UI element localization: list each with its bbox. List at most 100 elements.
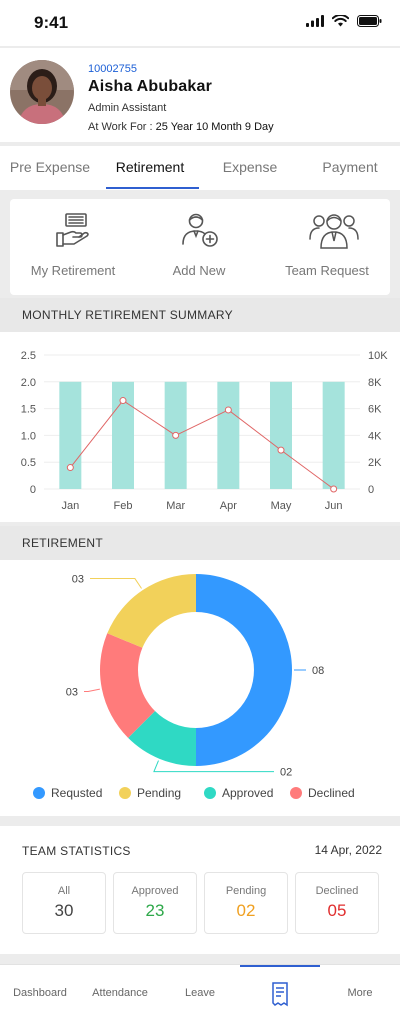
donut-slice — [100, 633, 155, 738]
donut-value-label: 03 — [72, 574, 84, 586]
y-left-tick-label: 0 — [30, 484, 36, 496]
line-point — [224, 406, 232, 414]
avatar[interactable] — [10, 60, 74, 124]
y-right-tick-label: 0 — [368, 484, 374, 496]
donut-leader-line — [84, 688, 100, 692]
legend-requested: Requsted — [33, 786, 102, 800]
x-tick-label: May — [271, 500, 292, 512]
line-point — [66, 464, 74, 472]
employee-role: Admin Assistant — [88, 102, 167, 114]
bar — [322, 381, 345, 489]
line-point — [330, 485, 338, 493]
employee-id: 10002755 — [88, 63, 137, 75]
donut-value-label: 02 — [280, 767, 292, 779]
x-tick-label: Jun — [325, 500, 343, 512]
legend-approved-label: Approved — [222, 786, 274, 800]
team-statistics-title: TEAM STATISTICS — [22, 844, 131, 858]
y-left-tick-label: 2.5 — [21, 350, 36, 362]
active-tab-indicator — [106, 187, 199, 189]
stat-pending-value: 02 — [236, 901, 256, 920]
retirement-donut-chart: 08 02 03 03 — [66, 574, 325, 779]
donut-slice — [107, 574, 196, 648]
stat-pending-label: Pending — [225, 885, 267, 897]
line-point — [277, 446, 285, 454]
stat-declined-value: 05 — [327, 901, 347, 920]
stat-all-label: All — [57, 885, 71, 897]
my-retirement-button[interactable]: My Retirement — [10, 199, 136, 295]
y-left-tick-label: 2.0 — [21, 377, 36, 389]
donut-slice — [128, 711, 196, 766]
nav-expense[interactable] — [240, 981, 320, 1010]
retirement-heading: RETIREMENT — [0, 526, 400, 560]
team-request-button[interactable]: Team Request — [264, 199, 390, 295]
donut-leader-line — [90, 578, 142, 589]
status-bar: 9:41 — [0, 0, 400, 46]
my-retirement-label: My Retirement — [30, 263, 116, 278]
y-right-tick-label: 10K — [368, 350, 388, 362]
nav-leave[interactable]: Leave — [185, 987, 215, 999]
y-left-tick-label: 1.5 — [21, 404, 36, 416]
bar — [217, 381, 240, 489]
legend-approved: Approved — [204, 786, 273, 800]
bar — [270, 381, 292, 489]
donut-value-label: 03 — [66, 686, 78, 698]
stat-declined[interactable]: Declined 05 — [295, 872, 379, 934]
work-duration-value: 25 Year 10 Month 9 Day — [155, 121, 274, 133]
battery-icon — [357, 15, 382, 27]
team-icon — [309, 214, 359, 249]
stat-approved-value: 23 — [145, 901, 165, 920]
add-new-label: Add New — [172, 263, 226, 278]
legend-pending-label: Pending — [137, 786, 182, 800]
donut-value-label: 08 — [312, 665, 324, 677]
x-tick-label: Feb — [114, 500, 133, 512]
retirement-chart-card: 08 02 03 03 Requsted Pending Approved Decli… — [0, 560, 400, 816]
nav-more[interactable]: More — [347, 987, 373, 999]
legend-declined: Declined — [290, 786, 355, 800]
y-right-tick-label: 2K — [368, 457, 382, 469]
profile-card: 10002755 Aisha Abubakar Admin Assistant … — [0, 48, 400, 142]
legend-pending-icon — [119, 787, 131, 799]
work-duration-label: At Work For : — [88, 121, 156, 133]
signal-icon — [306, 15, 324, 27]
bar — [59, 381, 82, 489]
legend-declined-icon — [290, 787, 302, 799]
x-tick-label: Mar — [166, 500, 185, 512]
tab-expense[interactable]: Expense — [222, 159, 278, 175]
legend-approved-icon — [204, 787, 216, 799]
nav-dashboard[interactable]: Dashboard — [13, 987, 67, 999]
donut-slice — [196, 574, 292, 766]
legend-requested-icon — [33, 787, 45, 799]
line-point — [172, 431, 180, 439]
team-request-label: Team Request — [285, 263, 369, 278]
retirement-actions: My Retirement Add New Team Request — [10, 199, 390, 295]
status-time: 9:41 — [34, 13, 69, 32]
stat-all[interactable]: All 30 — [22, 872, 106, 934]
nav-active-indicator — [240, 965, 320, 967]
team-statistics-card: TEAM STATISTICS 14 Apr, 2022 All 30 Appr… — [0, 826, 400, 954]
tab-payment[interactable]: Payment — [322, 159, 378, 175]
y-left-tick-label: 0.5 — [21, 457, 36, 469]
tab-retirement[interactable]: Retirement — [115, 159, 185, 175]
add-new-button[interactable]: Add New — [136, 199, 262, 295]
y-left-tick-label: 1.0 — [21, 430, 36, 442]
nav-attendance[interactable]: Attendance — [92, 987, 148, 999]
legend-declined-label: Declined — [308, 786, 355, 800]
line-point — [119, 397, 127, 405]
status-icons — [306, 15, 382, 27]
work-duration: At Work For : 25 Year 10 Month 9 Day — [88, 121, 274, 133]
hand-money-icon — [56, 213, 89, 247]
legend-pending: Pending — [119, 786, 181, 800]
tab-pre-expense[interactable]: Pre Expense — [9, 159, 91, 175]
stat-all-value: 30 — [54, 901, 74, 920]
receipt-icon — [272, 982, 288, 1007]
wifi-icon — [332, 15, 349, 27]
x-tick-label: Jan — [61, 500, 79, 512]
legend-requested-label: Requsted — [51, 786, 103, 800]
x-tick-label: Apr — [220, 500, 237, 512]
monthly-summary-heading: MONTHLY RETIREMENT SUMMARY — [0, 298, 400, 332]
stat-pending[interactable]: Pending 02 — [204, 872, 288, 934]
stat-approved-label: Approved — [131, 885, 179, 897]
bar-line-chart: 0 0.5 1.0 1.5 2.0 2.5 0 2K 4K 6K 8K 10K Jan Feb Mar Apr… — [21, 350, 389, 512]
stat-approved[interactable]: Approved 23 — [113, 872, 197, 934]
tab-bar: Pre Expense Retirement Expense Payment — [0, 146, 400, 190]
